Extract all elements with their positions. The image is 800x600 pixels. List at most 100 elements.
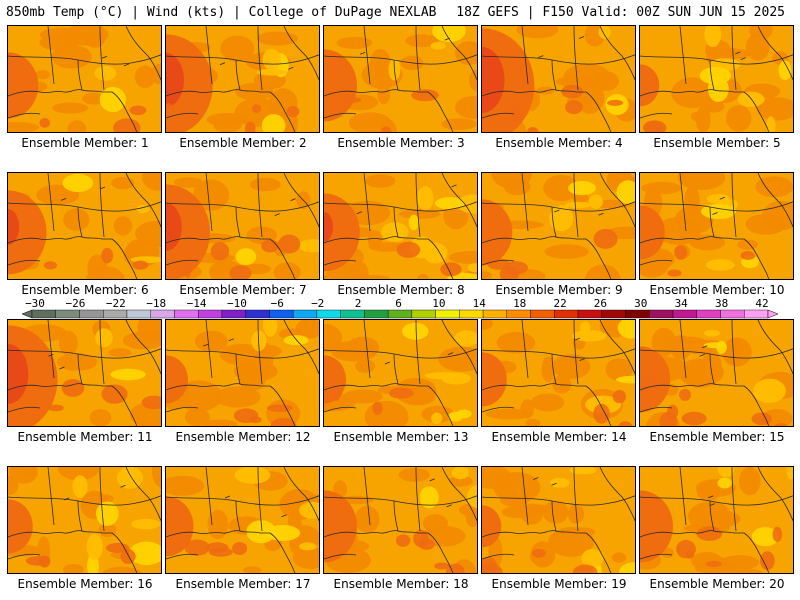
- wind-barb: [290, 198, 296, 201]
- hot-patch: [184, 539, 210, 556]
- member-map-panel: [639, 25, 794, 133]
- member-map-panel: [323, 466, 478, 574]
- state-border: [324, 495, 477, 506]
- wind-barb: [554, 209, 560, 213]
- state-border: [573, 320, 579, 385]
- cool-patch: [717, 477, 732, 489]
- warm-patch: [101, 566, 143, 573]
- warm-patch: [207, 509, 229, 540]
- member-map-panel: [7, 319, 162, 427]
- wind-barb: [719, 196, 725, 200]
- cool-patch: [588, 194, 603, 209]
- state-border: [257, 467, 263, 532]
- warm-patch: [584, 264, 621, 279]
- cool-patch: [441, 372, 471, 385]
- atlantic-coastline: [125, 26, 161, 81]
- chart-title: 850mb Temp (°C) | Wind (kts) | College o…: [6, 5, 437, 20]
- wind-barb: [702, 345, 708, 349]
- warm-patch: [552, 375, 572, 394]
- texas-coast: [640, 406, 673, 413]
- colorbar-swatch: [411, 309, 436, 319]
- warm-patch: [398, 209, 441, 219]
- member-label: Ensemble Member: 3: [337, 136, 465, 150]
- hot-patch: [113, 118, 141, 132]
- hot-patch: [132, 260, 149, 270]
- atlantic-coastline: [283, 173, 319, 228]
- hot-patch: [166, 103, 174, 120]
- member-label: Ensemble Member: 14: [491, 430, 627, 444]
- wind-barb: [219, 62, 226, 66]
- wind-barb: [228, 338, 234, 342]
- gulf-coastline: [8, 383, 138, 426]
- hot-patch: [396, 241, 421, 258]
- hot-patch: [572, 564, 598, 573]
- cool-patch: [86, 533, 103, 560]
- state-border: [8, 495, 161, 506]
- warm-patch: [737, 239, 758, 250]
- state-border: [415, 320, 421, 385]
- state-border: [640, 495, 793, 506]
- texas-coast: [166, 112, 199, 119]
- state-border: [363, 173, 371, 232]
- colorbar-swatch: [103, 309, 128, 319]
- warm-patch: [87, 254, 108, 279]
- colorbar-swatch: [554, 309, 579, 319]
- warm-patch: [173, 177, 204, 188]
- colorbar-swatch: [387, 309, 413, 319]
- gulf-coastline: [640, 530, 770, 573]
- atlantic-coastline: [599, 173, 635, 228]
- hot-patch: [760, 551, 775, 571]
- gulf-coastline: [166, 89, 296, 132]
- atlantic-coastline: [441, 173, 477, 228]
- wind-barb: [123, 63, 130, 67]
- texas-coast: [324, 553, 357, 560]
- hot-region-west: [482, 199, 513, 266]
- texas-coast: [166, 553, 199, 560]
- warm-patch: [756, 97, 793, 121]
- warm-patch: [548, 527, 595, 557]
- member-label: Ensemble Member: 15: [649, 430, 785, 444]
- state-border: [393, 59, 399, 91]
- wind-barb: [740, 57, 746, 60]
- temperature-field-map: [166, 320, 319, 426]
- state-border: [47, 173, 55, 232]
- state-border: [551, 59, 557, 91]
- atlantic-coastline: [757, 26, 793, 81]
- colorbar-swatch: [625, 309, 650, 319]
- wind-barb: [598, 212, 604, 216]
- hot-patch: [774, 423, 788, 426]
- colorbar-swatch: [245, 309, 270, 319]
- hot-patch: [685, 549, 695, 559]
- texas-coast: [166, 406, 199, 413]
- wind-barb: [444, 37, 450, 41]
- temperature-field-map: [640, 467, 793, 573]
- hot-patch: [640, 376, 659, 394]
- state-border: [679, 173, 687, 232]
- state-border: [415, 173, 421, 238]
- hottest-region-west: [482, 47, 505, 113]
- state-border: [573, 173, 579, 238]
- temperature-field-map: [482, 320, 635, 426]
- cool-patch: [766, 116, 776, 132]
- hot-region-west: [8, 52, 39, 119]
- gulf-coastline: [640, 89, 770, 132]
- state-border: [77, 206, 83, 238]
- wind-barb: [579, 358, 585, 361]
- gulf-coastline: [324, 236, 454, 279]
- wind-barb: [384, 361, 391, 365]
- state-border: [731, 467, 737, 532]
- warm-patch: [563, 63, 611, 91]
- warm-patch: [438, 346, 477, 372]
- state-border: [99, 467, 105, 532]
- colorbar-tick-label: 38: [715, 297, 728, 310]
- cool-patch: [408, 214, 419, 231]
- cool-patch: [131, 518, 161, 530]
- cool-patch: [262, 49, 282, 71]
- hot-region-west: [640, 205, 665, 260]
- wind-barb: [356, 211, 362, 215]
- gulf-coastline: [324, 383, 454, 426]
- warm-patch: [336, 36, 373, 49]
- warm-patch: [67, 120, 87, 132]
- state-border: [521, 173, 529, 232]
- colorbar-swatch: [744, 309, 769, 319]
